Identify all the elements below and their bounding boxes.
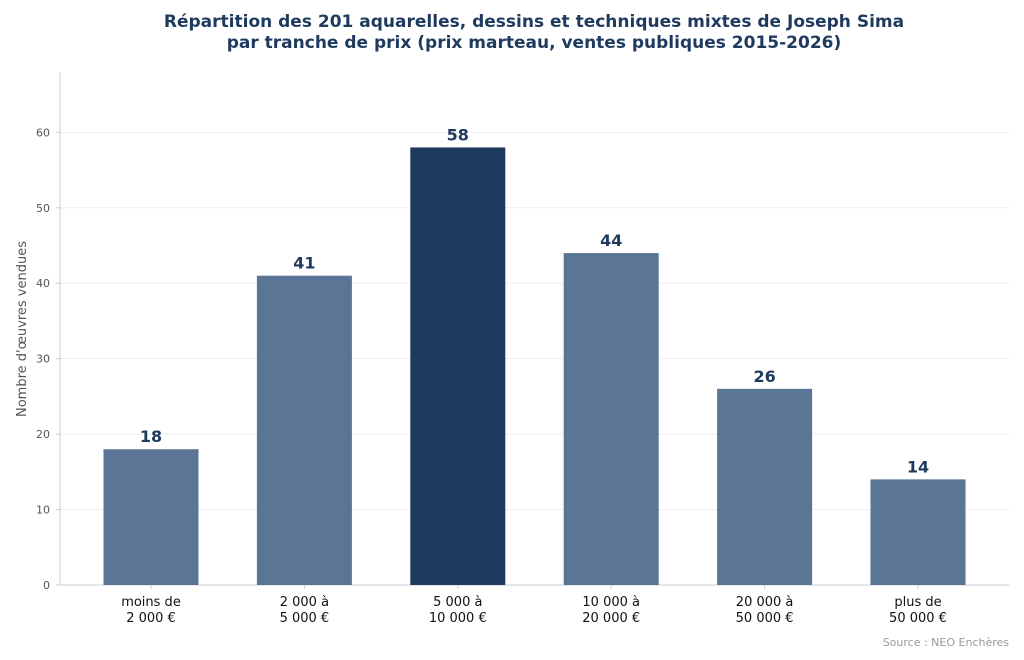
value-label: 26: [753, 367, 775, 386]
x-tick-label: 10 000 €: [429, 611, 487, 626]
y-tick-label: 60: [36, 126, 50, 139]
x-tick-label: 5 000 €: [280, 611, 330, 626]
bar: [870, 479, 966, 585]
y-tick-label: 30: [36, 353, 50, 366]
y-tick-label: 0: [43, 579, 50, 592]
chart-title-line-1: Répartition des 201 aquarelles, dessins …: [163, 12, 905, 32]
value-labels: 18 41 58 44 26 14: [140, 125, 929, 476]
y-tick-label: 10: [36, 504, 50, 517]
chart-title-line-2: par tranche de prix (prix marteau, vente…: [226, 33, 842, 53]
x-tick-label: 50 000 €: [736, 611, 794, 626]
x-tick-label: 2 000 à: [280, 595, 329, 610]
y-axis-label: Nombre d'œuvres vendues: [15, 241, 30, 417]
x-tick-label: 10 000 à: [582, 595, 640, 610]
y-tick-label: 20: [36, 428, 50, 441]
value-label: 14: [907, 457, 929, 476]
bar: [256, 275, 352, 585]
y-tick-label: 40: [36, 277, 50, 290]
chart-title: Répartition des 201 aquarelles, dessins …: [0, 12, 1024, 54]
y-tick-label: 50: [36, 202, 50, 215]
x-tick-label: 2 000 €: [126, 611, 176, 626]
value-label: 58: [447, 125, 469, 144]
value-label: 44: [600, 231, 622, 250]
bars: [103, 147, 966, 586]
bar: [103, 449, 199, 585]
x-tick-labels: moins de2 000 €2 000 à5 000 €5 000 à10 0…: [121, 585, 947, 626]
source-note: Source : NEO Enchères: [882, 636, 1009, 649]
bar: [717, 388, 813, 585]
gridlines: [60, 131, 1009, 511]
axes: [59, 72, 1009, 586]
bar: [563, 253, 659, 585]
y-tick-labels: 0 10 20 30 40 50 60: [36, 126, 60, 592]
value-label: 41: [293, 254, 315, 273]
x-tick-label: 20 000 à: [736, 595, 794, 610]
x-tick-label: plus de: [894, 595, 941, 610]
x-tick-label: moins de: [121, 595, 181, 610]
x-tick-label: 20 000 €: [582, 611, 640, 626]
bar: [410, 147, 506, 586]
x-tick-label: 50 000 €: [889, 611, 947, 626]
x-tick-label: 5 000 à: [433, 595, 482, 610]
value-label: 18: [140, 427, 162, 446]
